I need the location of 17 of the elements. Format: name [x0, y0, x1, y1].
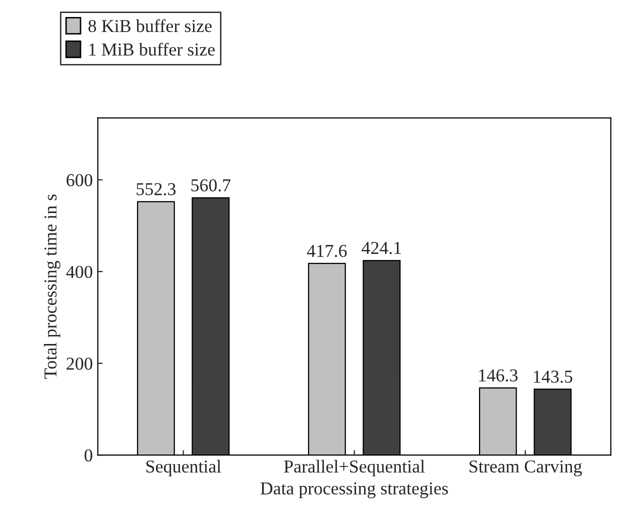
legend-label: 1 MiB buffer size — [89, 42, 215, 56]
y-tick-label: 400 — [66, 266, 92, 278]
y-tick-label: 0 — [84, 449, 92, 462]
x-tick-label: Parallel+Sequential — [284, 460, 425, 476]
data-label: 552.3 — [136, 183, 176, 196]
y-tick-label: 600 — [66, 174, 92, 186]
data-label: 146.3 — [479, 369, 518, 382]
data-label: 424.1 — [362, 242, 401, 254]
data-label: 417.6 — [306, 244, 347, 258]
x-axis-title: Data processing strategies — [260, 482, 448, 498]
y-tick-label: 200 — [66, 358, 92, 370]
data-label: 560.7 — [191, 179, 230, 192]
data-label: 143.5 — [534, 370, 572, 383]
legend-label: 8 KiB buffer size — [88, 19, 212, 32]
y-axis-title: Total processing time in s — [44, 194, 60, 379]
x-tick-label: Sequential — [146, 460, 222, 476]
x-tick-label: Stream Carving — [470, 460, 582, 476]
